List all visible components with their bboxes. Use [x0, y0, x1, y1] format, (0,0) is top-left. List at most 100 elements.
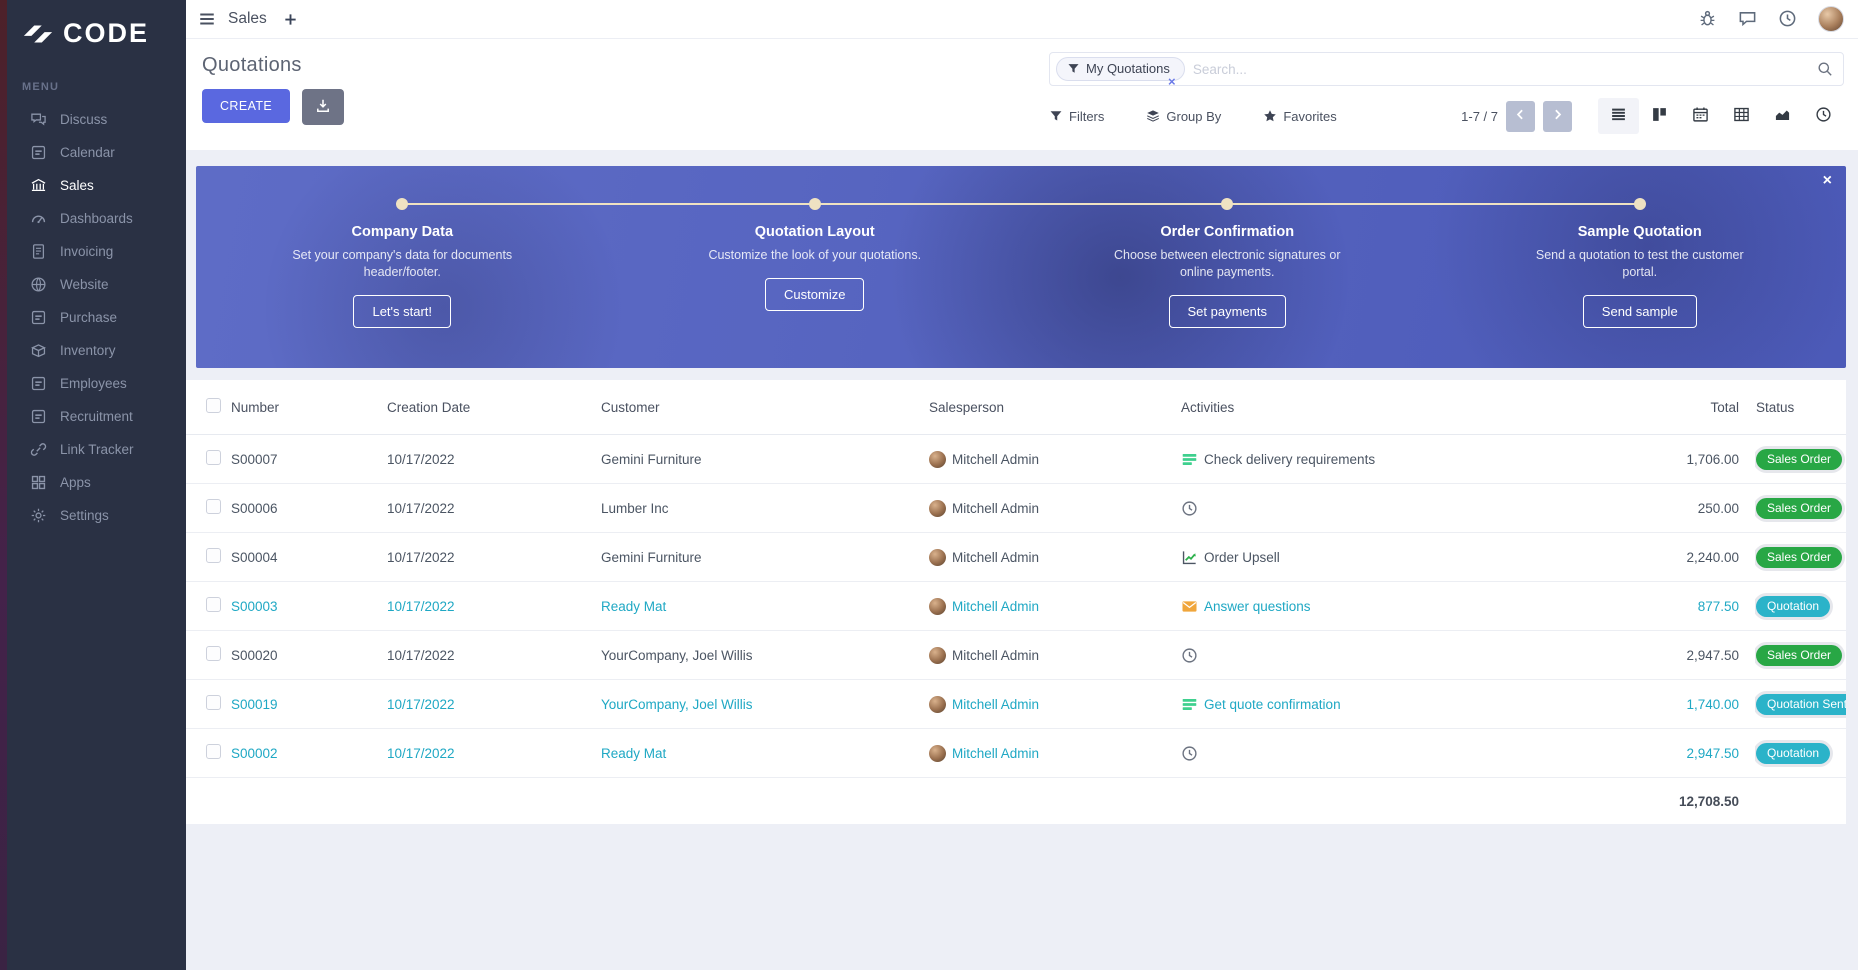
table-row[interactable]: S00020 10/17/2022 YourCompany, Joel Will…: [186, 630, 1846, 680]
group-by-button[interactable]: Group By: [1146, 109, 1221, 124]
column-header-activities[interactable]: Activities: [1180, 380, 1600, 435]
table-row[interactable]: S00004 10/17/2022 Gemini Furniture Mitch…: [186, 532, 1846, 582]
export-button[interactable]: [301, 89, 344, 125]
sidebar-item-apps[interactable]: Apps: [0, 466, 186, 499]
tasks-activity-icon[interactable]: [1181, 696, 1198, 713]
column-header-creation-date[interactable]: Creation Date: [386, 380, 600, 435]
clock-activity-icon[interactable]: [1181, 647, 1198, 664]
lets-start-button[interactable]: Let's start!: [353, 295, 452, 328]
kanban-view-button[interactable]: [1639, 98, 1680, 134]
module-icon: [30, 144, 47, 161]
user-avatar[interactable]: [1818, 6, 1844, 32]
brand-logo[interactable]: CODE: [0, 0, 186, 67]
pager-previous-button[interactable]: [1506, 100, 1535, 132]
new-tab-plus-icon[interactable]: [283, 12, 298, 27]
table-row[interactable]: S00007 10/17/2022 Gemini Furniture Mitch…: [186, 434, 1846, 484]
hamburger-menu-icon[interactable]: [198, 10, 216, 28]
favorites-button[interactable]: Favorites: [1263, 109, 1337, 124]
table-row[interactable]: S00006 10/17/2022 Lumber Inc Mitchell Ad…: [186, 483, 1846, 533]
row-checkbox[interactable]: [206, 499, 221, 514]
facet-remove-icon[interactable]: ×: [1168, 74, 1176, 89]
quotation-number[interactable]: S00003: [230, 581, 386, 631]
row-checkbox[interactable]: [206, 695, 221, 710]
sidebar-item-purchase[interactable]: Purchase: [0, 301, 186, 334]
quotation-number[interactable]: S00006: [230, 483, 386, 533]
row-checkbox[interactable]: [206, 744, 221, 759]
salesperson-avatar: [929, 499, 946, 517]
clock-activity-icon[interactable]: [1181, 500, 1198, 517]
table-row[interactable]: S00003 10/17/2022 Ready Mat Mitchell Adm…: [186, 581, 1846, 631]
sidebar-item-inventory[interactable]: Inventory: [0, 334, 186, 367]
chart-activity-icon[interactable]: [1181, 549, 1198, 566]
sidebar-item-calendar[interactable]: Calendar: [0, 136, 186, 169]
sidebar-item-website[interactable]: Website: [0, 268, 186, 301]
column-header-salesperson[interactable]: Salesperson: [928, 380, 1180, 435]
list-view-button[interactable]: [1598, 98, 1639, 134]
sidebar-item-discuss[interactable]: Discuss: [0, 103, 186, 136]
row-checkbox[interactable]: [206, 646, 221, 661]
activity-view-button[interactable]: [1803, 98, 1844, 134]
clock-activity-icon[interactable]: [1181, 745, 1198, 762]
sidebar-item-settings[interactable]: Settings: [0, 499, 186, 532]
sidebar-item-label: Employees: [60, 376, 127, 391]
row-checkbox[interactable]: [206, 597, 221, 612]
activity-label[interactable]: Order Upsell: [1204, 549, 1280, 565]
column-header-total[interactable]: Total: [1600, 380, 1755, 435]
search-facet-chip[interactable]: My Quotations: [1056, 57, 1185, 81]
pivot-view-button[interactable]: [1721, 98, 1762, 134]
group-by-label: Group By: [1166, 108, 1222, 124]
salesperson-name: Mitchell Admin: [952, 647, 1040, 663]
table-row[interactable]: S00019 10/17/2022 YourCompany, Joel Will…: [186, 679, 1846, 729]
sidebar-item-invoicing[interactable]: Invoicing: [0, 235, 186, 268]
topbar-app-name[interactable]: Sales: [228, 10, 267, 27]
activity-label[interactable]: Check delivery requirements: [1204, 451, 1376, 467]
step-title: Order Confirmation: [1160, 224, 1295, 240]
debug-bug-icon[interactable]: [1698, 9, 1718, 29]
activities-clock-icon[interactable]: [1778, 9, 1798, 29]
page-title: Quotations: [202, 54, 302, 76]
sidebar-item-link-tracker[interactable]: Link Tracker: [0, 433, 186, 466]
pager-next-button[interactable]: [1543, 100, 1572, 132]
search-icon[interactable]: [1817, 61, 1833, 77]
calendar-view-button[interactable]: [1680, 98, 1721, 134]
select-all-checkbox[interactable]: [206, 398, 221, 413]
search-input[interactable]: [1184, 60, 1817, 78]
send-sample-button[interactable]: Send sample: [1582, 295, 1697, 328]
quotation-number[interactable]: S00007: [230, 434, 386, 484]
onboarding-step-sample-quotation: Sample Quotation Send a quotation to tes…: [1434, 166, 1847, 368]
sidebar-item-recruitment[interactable]: Recruitment: [0, 400, 186, 433]
banner-close-icon[interactable]: ×: [1822, 172, 1832, 189]
customize-button[interactable]: Customize: [765, 278, 865, 311]
row-checkbox[interactable]: [206, 450, 221, 465]
status-badge: Quotation: [1756, 595, 1831, 617]
create-button[interactable]: CREATE: [202, 89, 291, 123]
row-checkbox[interactable]: [206, 548, 221, 563]
quotation-number[interactable]: S00020: [230, 630, 386, 680]
module-icon: [30, 375, 47, 392]
sidebar-item-sales[interactable]: Sales: [0, 169, 186, 202]
activity-label[interactable]: Get quote confirmation: [1204, 696, 1341, 712]
customer-name: Ready Mat: [600, 728, 928, 778]
sidebar-item-dashboards[interactable]: Dashboards: [0, 202, 186, 235]
search-box[interactable]: My Quotations ×: [1049, 52, 1844, 89]
tasks-activity-icon[interactable]: [1181, 451, 1198, 468]
salesperson-name: Mitchell Admin: [952, 696, 1040, 712]
activity-label[interactable]: Answer questions: [1204, 598, 1311, 614]
filters-button[interactable]: Filters: [1049, 109, 1104, 124]
status-badge: Sales Order: [1756, 644, 1843, 666]
set-payments-button[interactable]: Set payments: [1168, 295, 1286, 328]
table-row[interactable]: S00002 10/17/2022 Ready Mat Mitchell Adm…: [186, 728, 1846, 778]
messages-icon[interactable]: [1738, 9, 1758, 29]
quotation-number[interactable]: S00004: [230, 532, 386, 582]
column-header-customer[interactable]: Customer: [600, 380, 928, 435]
column-header-number[interactable]: Number: [230, 380, 386, 435]
envelope-activity-icon[interactable]: [1181, 598, 1198, 615]
controls-row: Filters Group By Favorites 1-7 / 7: [1049, 98, 1844, 134]
step-description: Customize the look of your quotations.: [708, 248, 922, 262]
sidebar-item-employees[interactable]: Employees: [0, 367, 186, 400]
quotation-number[interactable]: S00019: [230, 679, 386, 729]
graph-view-button[interactable]: [1762, 98, 1803, 134]
column-header-status[interactable]: Status: [1755, 380, 1846, 435]
customer-name: YourCompany, Joel Willis: [600, 679, 928, 729]
quotation-number[interactable]: S00002: [230, 728, 386, 778]
